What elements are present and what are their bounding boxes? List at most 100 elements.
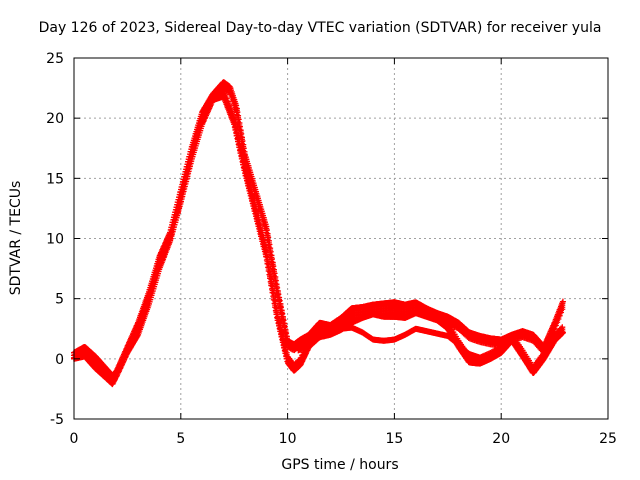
data-point — [272, 280, 279, 287]
data-point — [270, 290, 277, 297]
data-point — [161, 251, 168, 258]
data-point — [194, 136, 201, 143]
data-point — [252, 207, 259, 214]
data-point — [196, 127, 203, 134]
data-point — [190, 149, 197, 156]
data-point — [224, 98, 231, 105]
y-tick-label: -5 — [50, 412, 64, 428]
data-point — [268, 258, 275, 265]
data-point — [264, 236, 271, 243]
data-point — [365, 312, 372, 319]
data-point — [165, 239, 172, 246]
data-point — [144, 304, 151, 311]
data-point — [138, 318, 145, 325]
x-tick-label: 25 — [599, 431, 617, 447]
data-point — [226, 101, 233, 108]
data-point — [188, 153, 195, 160]
data-point — [543, 349, 550, 356]
y-tick-label: 15 — [46, 171, 64, 187]
y-tick-label: 20 — [46, 111, 64, 127]
data-point — [137, 322, 144, 329]
data-point — [237, 133, 244, 140]
data-point — [115, 368, 122, 375]
data-point — [135, 329, 142, 336]
data-point — [123, 350, 130, 357]
data-point — [270, 272, 277, 279]
data-point — [118, 362, 125, 369]
y-tick-label: 5 — [55, 292, 64, 308]
grid — [74, 58, 608, 419]
data-point — [146, 296, 153, 303]
data-point — [265, 243, 272, 250]
data-point — [228, 108, 235, 115]
x-axis-label: GPS time / hours — [281, 457, 399, 473]
data-point — [256, 222, 263, 229]
data-point — [149, 288, 156, 295]
data-point — [227, 105, 234, 112]
data-point — [240, 147, 247, 154]
data-point — [147, 292, 154, 299]
data-point — [269, 265, 276, 272]
data-point — [552, 322, 559, 329]
data-point — [124, 347, 131, 354]
data-point — [163, 245, 170, 252]
data-point — [156, 262, 163, 269]
x-tick-label: 5 — [176, 431, 185, 447]
y-tick-label: 10 — [46, 232, 64, 248]
data-point — [259, 232, 266, 239]
data-point — [206, 103, 213, 110]
axis-ticks: 0 5 10 15 20 25 -5 0 5 10 15 20 25 — [46, 51, 617, 447]
data-point — [267, 251, 274, 258]
data-point — [241, 154, 248, 161]
data-point — [178, 193, 185, 200]
data-point — [120, 356, 127, 363]
data-point — [150, 283, 157, 290]
data-point — [142, 308, 149, 315]
x-tick-label: 20 — [492, 431, 510, 447]
data-point — [233, 111, 240, 118]
data-point — [109, 380, 116, 387]
data-point — [176, 204, 183, 211]
data-point — [555, 315, 562, 322]
data-point — [404, 313, 411, 320]
data-point — [556, 312, 563, 319]
data-point — [542, 352, 549, 359]
data-point — [186, 163, 193, 170]
data-point — [238, 140, 245, 147]
x-tick-label: 10 — [279, 431, 297, 447]
data-point — [153, 275, 160, 282]
data-point — [192, 140, 199, 147]
data-point — [182, 178, 189, 185]
data-markers — [71, 79, 566, 388]
data-point — [169, 226, 176, 233]
y-axis-label: SDTVAR / TECUs — [8, 180, 24, 296]
data-point — [222, 91, 229, 98]
data-point — [181, 183, 188, 190]
data-point — [283, 349, 290, 356]
data-point — [236, 125, 243, 132]
data-point — [232, 106, 239, 113]
data-point — [160, 253, 167, 260]
chart-title: Day 126 of 2023, Sidereal Day-to-day VTE… — [38, 20, 602, 36]
data-point — [551, 325, 558, 332]
data-point — [119, 359, 126, 366]
data-point — [128, 341, 135, 348]
data-point — [554, 319, 561, 326]
data-point — [145, 300, 152, 307]
data-point — [132, 335, 139, 342]
data-point — [191, 145, 198, 152]
data-point — [258, 227, 265, 234]
data-point — [505, 340, 512, 347]
data-point — [559, 306, 566, 313]
data-point — [151, 279, 158, 286]
data-point — [122, 353, 129, 360]
y-tick-label: 25 — [46, 51, 64, 67]
data-point — [558, 309, 565, 316]
data-point — [276, 316, 283, 323]
data-point — [559, 324, 566, 331]
data-point — [235, 118, 242, 125]
data-point — [558, 325, 565, 332]
x-tick-label: 15 — [385, 431, 403, 447]
data-point — [185, 168, 192, 175]
